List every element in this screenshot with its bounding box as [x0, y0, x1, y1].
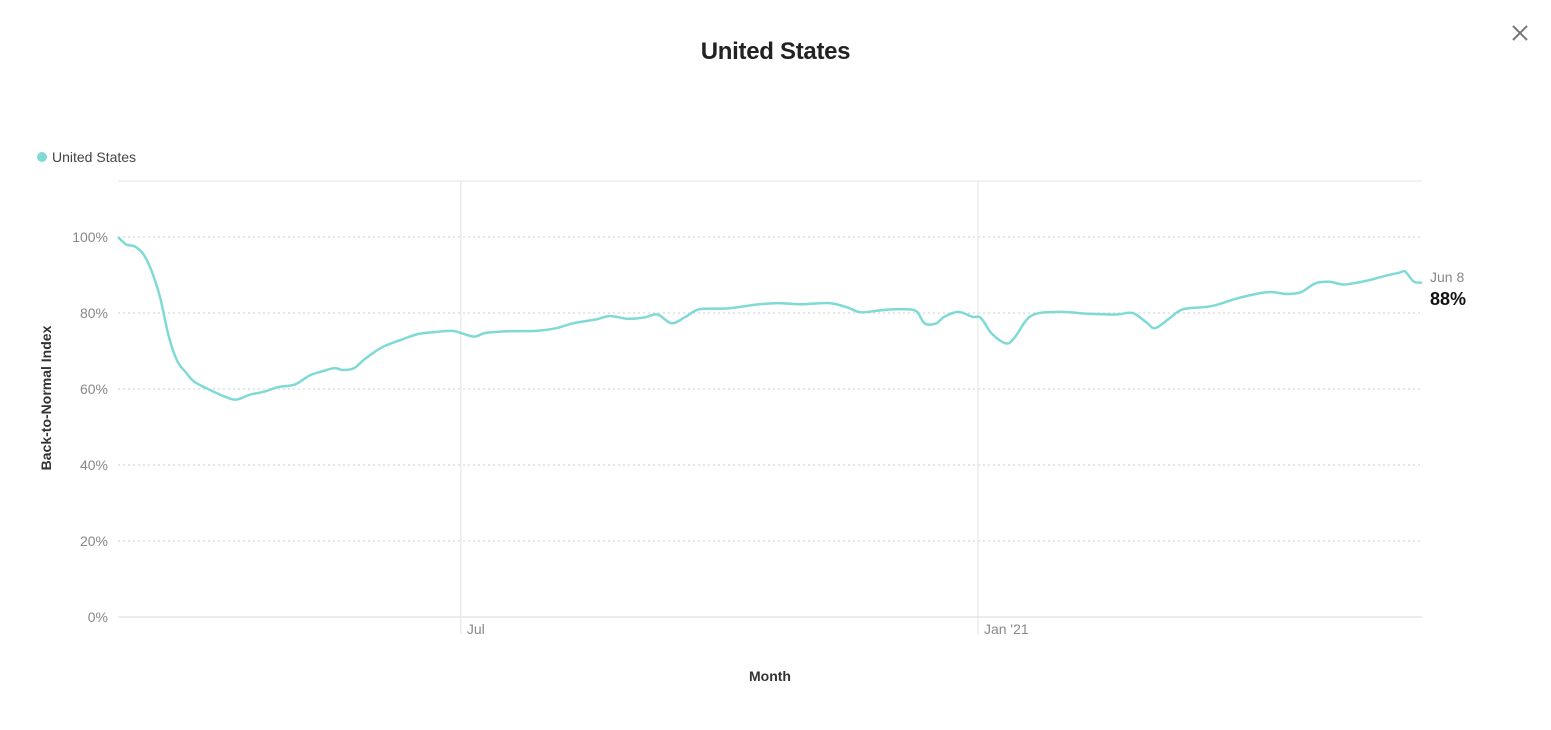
y-tick-label: 0% — [88, 609, 108, 625]
legend-label: United States — [52, 149, 137, 165]
legend-marker — [37, 152, 47, 162]
y-axis-label: Back-to-Normal Index — [38, 325, 54, 470]
series-line-united-states[interactable] — [117, 236, 1423, 401]
y-tick-label: 40% — [80, 457, 108, 473]
y-tick-label: 80% — [80, 305, 108, 321]
series-layer[interactable] — [117, 236, 1423, 401]
y-tick-label: 60% — [80, 381, 108, 397]
x-ticks: Jul Jan '21 — [467, 621, 1029, 637]
x-axis-label: Month — [749, 668, 791, 684]
y-tick-label: 100% — [72, 229, 108, 245]
close-button[interactable] — [1506, 19, 1534, 47]
x-tick-label: Jul — [467, 621, 485, 637]
chart-legend[interactable]: United States — [37, 149, 136, 165]
end-date-label: Jun 8 — [1430, 269, 1464, 285]
y-ticks: 0% 20% 40% 60% 80% 100% — [72, 229, 108, 625]
x-tick-label: Jan '21 — [984, 621, 1029, 637]
y-tick-label: 20% — [80, 533, 108, 549]
close-icon[interactable] — [1506, 19, 1534, 47]
end-value-label: 88% — [1430, 289, 1466, 309]
chart-title: United States — [700, 38, 851, 65]
grid-layer — [118, 180, 1422, 634]
